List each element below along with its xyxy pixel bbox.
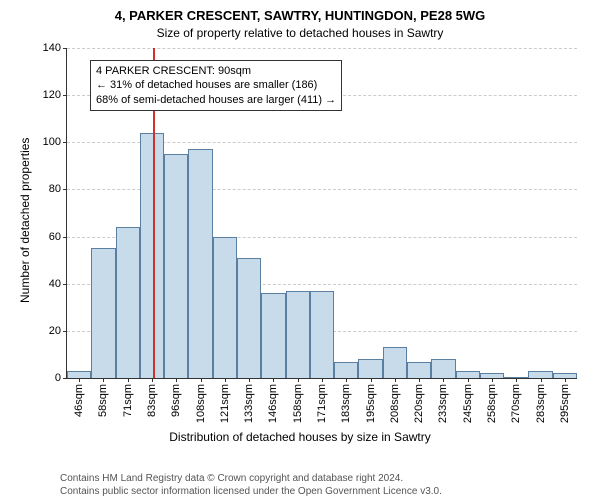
- xtick-label: 233sqm: [437, 384, 449, 423]
- xtick-mark: [298, 378, 299, 382]
- xtick-label: 46sqm: [73, 384, 85, 417]
- histogram-bar: [334, 362, 358, 379]
- xtick-label: 183sqm: [340, 384, 352, 423]
- xtick-mark: [249, 378, 250, 382]
- footer-line1: Contains HM Land Registry data © Crown c…: [60, 472, 442, 485]
- xtick-mark: [103, 378, 104, 382]
- xtick-mark: [419, 378, 420, 382]
- histogram-bar: [528, 371, 552, 378]
- histogram-bar: [261, 293, 285, 378]
- xtick-label: 121sqm: [219, 384, 231, 423]
- xtick-mark: [565, 378, 566, 382]
- xtick-mark: [468, 378, 469, 382]
- footer-credits: Contains HM Land Registry data © Crown c…: [60, 472, 442, 498]
- xtick-mark: [443, 378, 444, 382]
- annotation-box: 4 PARKER CRESCENT: 90sqm ← 31% of detach…: [90, 60, 342, 111]
- xtick-mark: [371, 378, 372, 382]
- chart-subtitle: Size of property relative to detached ho…: [0, 26, 600, 40]
- xtick-mark: [176, 378, 177, 382]
- xtick-mark: [201, 378, 202, 382]
- ytick-label: 120: [43, 89, 61, 101]
- chart-title: 4, PARKER CRESCENT, SAWTRY, HUNTINGDON, …: [0, 8, 600, 23]
- y-axis-label: Number of detached properties: [18, 138, 32, 303]
- gridline: [67, 48, 577, 49]
- ytick-label: 100: [43, 136, 61, 148]
- xtick-label: 96sqm: [170, 384, 182, 417]
- xtick-mark: [79, 378, 80, 382]
- histogram-bar: [358, 359, 382, 378]
- histogram-bar: [237, 258, 261, 378]
- ytick-mark: [63, 95, 67, 96]
- histogram-bar: [164, 154, 188, 378]
- xtick-mark: [322, 378, 323, 382]
- ytick-mark: [63, 48, 67, 49]
- xtick-mark: [273, 378, 274, 382]
- xtick-label: 133sqm: [243, 384, 255, 423]
- ytick-mark: [63, 284, 67, 285]
- xtick-label: 146sqm: [267, 384, 279, 423]
- histogram-bar: [213, 237, 237, 378]
- ytick-label: 140: [43, 42, 61, 54]
- xtick-mark: [541, 378, 542, 382]
- annotation-line3: 68% of semi-detached houses are larger (…: [96, 93, 336, 107]
- x-axis-label: Distribution of detached houses by size …: [0, 430, 600, 444]
- xtick-label: 171sqm: [316, 384, 328, 423]
- annotation-line2: ← 31% of detached houses are smaller (18…: [96, 78, 336, 92]
- ytick-mark: [63, 378, 67, 379]
- ytick-mark: [63, 189, 67, 190]
- xtick-mark: [152, 378, 153, 382]
- histogram-bar: [456, 371, 480, 378]
- xtick-mark: [516, 378, 517, 382]
- histogram-bar: [91, 248, 115, 378]
- histogram-bar: [310, 291, 334, 378]
- xtick-label: 270sqm: [510, 384, 522, 423]
- xtick-label: 71sqm: [122, 384, 134, 417]
- xtick-label: 258sqm: [486, 384, 498, 423]
- histogram-bar: [116, 227, 140, 378]
- ytick-label: 20: [49, 325, 61, 337]
- ytick-mark: [63, 331, 67, 332]
- xtick-mark: [128, 378, 129, 382]
- xtick-label: 108sqm: [195, 384, 207, 423]
- histogram-bar: [188, 149, 212, 378]
- xtick-label: 58sqm: [97, 384, 109, 417]
- xtick-mark: [395, 378, 396, 382]
- histogram-bar: [67, 371, 91, 378]
- xtick-mark: [492, 378, 493, 382]
- xtick-mark: [346, 378, 347, 382]
- histogram-bar: [431, 359, 455, 378]
- histogram-bar: [286, 291, 310, 378]
- histogram-bar: [140, 133, 164, 378]
- xtick-label: 83sqm: [146, 384, 158, 417]
- ytick-label: 60: [49, 231, 61, 243]
- xtick-label: 195sqm: [365, 384, 377, 423]
- footer-line2: Contains public sector information licen…: [60, 485, 442, 498]
- xtick-label: 158sqm: [292, 384, 304, 423]
- xtick-label: 295sqm: [559, 384, 571, 423]
- histogram-bar: [407, 362, 431, 379]
- ytick-label: 40: [49, 278, 61, 290]
- histogram-bar: [383, 347, 407, 378]
- xtick-label: 220sqm: [413, 384, 425, 423]
- xtick-mark: [225, 378, 226, 382]
- xtick-label: 283sqm: [535, 384, 547, 423]
- xtick-label: 245sqm: [462, 384, 474, 423]
- xtick-label: 208sqm: [389, 384, 401, 423]
- ytick-label: 80: [49, 183, 61, 195]
- ytick-label: 0: [55, 372, 61, 384]
- annotation-line1: 4 PARKER CRESCENT: 90sqm: [96, 64, 336, 78]
- ytick-mark: [63, 142, 67, 143]
- ytick-mark: [63, 237, 67, 238]
